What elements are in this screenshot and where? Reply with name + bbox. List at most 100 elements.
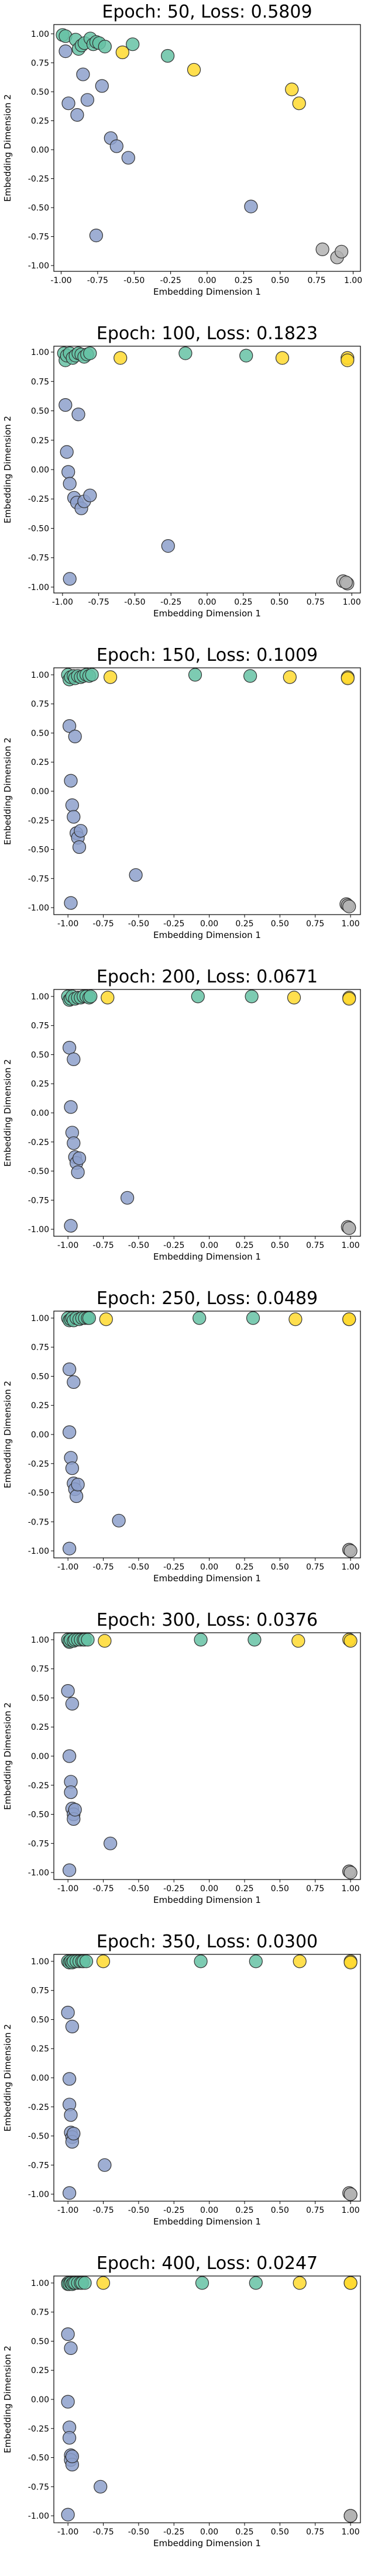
plot-frame (53, 989, 361, 1237)
x-tick-label: 0.00 (198, 598, 216, 607)
x-tick-label: 0.25 (235, 1241, 253, 1250)
y-axis-label: Embedding Dimension 2 (2, 2024, 13, 2132)
data-point (342, 899, 356, 913)
data-point (98, 1634, 112, 1648)
x-tick-label: 0.75 (306, 1884, 324, 1894)
data-point (64, 774, 78, 788)
x-tick-label: -1.00 (57, 2206, 78, 2215)
data-point (96, 1954, 111, 1968)
data-point (59, 44, 73, 58)
plot-frame (53, 1632, 361, 1880)
x-tick-label: 0.00 (200, 1884, 218, 1894)
data-point (342, 1312, 356, 1326)
x-tick-label: 1.00 (344, 276, 362, 285)
data-point (121, 151, 135, 165)
y-tick-label: -0.25 (28, 2425, 49, 2434)
data-point (101, 991, 115, 1005)
chart-title: Epoch: 350, Loss: 0.0300 (97, 1932, 318, 1952)
y-tick-label: 1.00 (31, 30, 49, 39)
x-tick-label: 0.25 (235, 2527, 253, 2537)
x-tick-label: 0.25 (235, 1884, 253, 1894)
x-tick-label: -0.75 (92, 2527, 114, 2537)
x-tick-label: 0.75 (306, 1563, 324, 1572)
data-point (191, 989, 205, 1003)
x-tick-label: -1.00 (52, 598, 73, 607)
data-point (89, 229, 103, 243)
y-tick-label: -0.25 (28, 175, 49, 184)
x-tick-label: 1.00 (342, 1563, 360, 1572)
data-point (62, 1362, 77, 1377)
y-tick-label: -0.75 (28, 1196, 49, 1205)
x-tick-label: 0.50 (271, 919, 289, 929)
data-point (195, 2276, 209, 2290)
x-tick-label: -1.00 (57, 1884, 78, 1894)
data-point (60, 445, 74, 459)
x-axis-label: Embedding Dimension 1 (153, 608, 261, 619)
y-tick-label: -0.50 (28, 1811, 49, 1820)
x-axis-label: Embedding Dimension 1 (153, 2216, 261, 2227)
x-tick-label: -0.75 (92, 1563, 114, 1572)
data-point (341, 353, 355, 367)
data-point (70, 1489, 84, 1503)
data-point (343, 2276, 358, 2290)
x-tick-label: -0.50 (128, 2206, 149, 2215)
x-tick-label: 0.75 (306, 2206, 324, 2215)
y-tick-label: 0.75 (31, 1022, 49, 1031)
x-tick-label: 1.00 (342, 1884, 360, 1894)
x-tick-label: -0.25 (160, 598, 181, 607)
data-point (65, 2019, 80, 2033)
y-tick-label: 0.25 (31, 2366, 49, 2375)
y-axis-label: Embedding Dimension 2 (2, 416, 13, 523)
x-tick-label: -0.25 (163, 2206, 184, 2215)
data-point (121, 1191, 135, 1205)
x-tick-label: 0.25 (234, 598, 252, 607)
x-tick-label: 0.50 (271, 2206, 289, 2215)
y-tick-label: -1.00 (28, 904, 49, 913)
data-point (64, 1219, 78, 1233)
y-tick-label: 1.00 (31, 992, 49, 1002)
data-point (79, 1954, 94, 1968)
data-point (85, 668, 99, 682)
data-point (72, 1151, 87, 1165)
data-point (343, 1865, 358, 1880)
data-point (112, 1513, 126, 1527)
plot-frame (53, 346, 361, 594)
x-tick-label: 0.25 (235, 276, 253, 285)
scatter-points (61, 668, 356, 913)
x-tick-label: -0.50 (128, 1884, 149, 1894)
x-tick-label: -0.50 (128, 919, 149, 929)
data-point (83, 488, 97, 502)
x-tick-label: -1.00 (57, 1241, 78, 1250)
chart-panel-4: Epoch: 200, Loss: 0.0671 -1.00 -0.75 -0.50 -… (2, 967, 361, 1262)
x-tick-label: -1.00 (50, 276, 71, 285)
x-tick-label: -1.00 (57, 1563, 78, 1572)
y-tick-label: 0.25 (31, 116, 49, 126)
x-tick-label: -0.25 (163, 919, 184, 929)
x-tick-label: 0.50 (271, 1563, 289, 1572)
data-point (62, 1542, 77, 1556)
data-point (293, 1954, 307, 1968)
y-tick-label: 0.00 (31, 465, 49, 475)
y-tick-label: 0.25 (31, 1723, 49, 1732)
data-point (178, 346, 193, 360)
data-point (61, 2395, 75, 2409)
x-tick-label: -0.25 (160, 276, 181, 285)
y-axis-label: Embedding Dimension 2 (2, 94, 13, 202)
y-tick-label: 0.00 (31, 1109, 49, 1118)
data-point (193, 1311, 207, 1325)
y-tick-label: -0.25 (28, 816, 49, 826)
y-tick-label: 0.25 (31, 758, 49, 767)
scatter-points (61, 989, 356, 1235)
scatter-points (61, 1311, 358, 1558)
data-point (245, 989, 259, 1003)
x-tick-label: -0.25 (163, 2527, 184, 2537)
y-tick-label: 1.00 (31, 671, 49, 680)
y-tick-label: -0.75 (28, 2161, 49, 2170)
data-point (62, 1863, 77, 1877)
x-tick-label: 0.00 (200, 919, 218, 929)
y-tick-label: 1.00 (31, 1957, 49, 1967)
x-tick-label: -0.25 (163, 1241, 184, 1250)
y-tick-label: 0.00 (31, 787, 49, 796)
y-tick-label: 0.75 (31, 58, 49, 68)
